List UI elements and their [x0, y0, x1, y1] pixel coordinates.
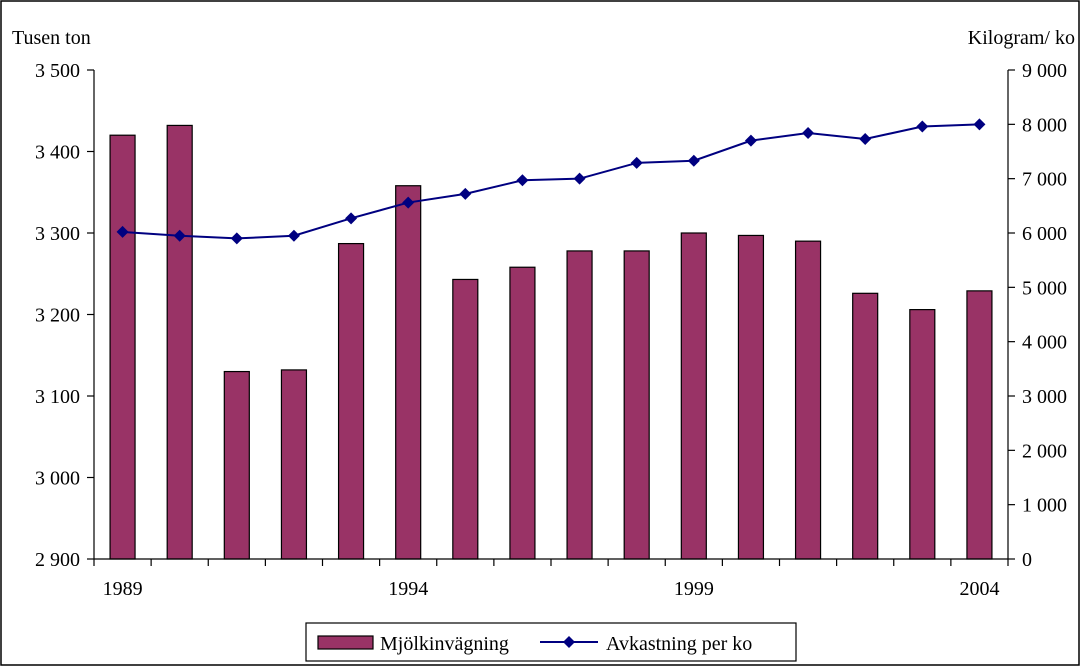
line-avkastning [122, 123, 980, 240]
point-1993 [345, 212, 358, 225]
bar-1991 [223, 370, 250, 560]
bar-1989 [109, 134, 136, 560]
bar-2002 [852, 292, 879, 560]
point-1999 [687, 154, 700, 167]
point-1991 [230, 232, 243, 245]
y-right-tick-label: 5 000 [1022, 277, 1067, 299]
y-right-axis-label: Kilogram/ ko [968, 27, 1075, 49]
point-1997 [573, 172, 586, 185]
bar-2000 [737, 234, 765, 560]
legend-marker [563, 636, 575, 648]
y-left-tick-label: 3 200 [35, 305, 80, 327]
y-right-tick-label: 9 000 [1022, 60, 1067, 82]
bar-2003 [909, 309, 936, 560]
bar-2001 [794, 240, 822, 560]
point-1996 [516, 174, 529, 187]
y-right-tick-label: 0 [1022, 549, 1032, 571]
y-right-tick-label: 3 000 [1022, 386, 1067, 408]
bar-1995 [452, 278, 479, 560]
legend: Mjölkinvägning Avkastning per ko [305, 622, 797, 662]
point-1990 [173, 229, 186, 242]
line-series [116, 118, 986, 245]
bar-1990 [166, 124, 193, 560]
bar-2004 [966, 290, 993, 560]
y-right-tick-label: 6 000 [1022, 223, 1067, 245]
bar-series [109, 124, 993, 560]
x-tick-label: 1999 [674, 578, 714, 600]
point-1994 [402, 196, 415, 209]
y-left-tick-label: 2 900 [35, 549, 80, 571]
y-right-tick-label: 1 000 [1022, 495, 1067, 517]
point-1989 [116, 225, 129, 238]
bar-1994 [395, 185, 422, 560]
y-right-tick-label: 7 000 [1022, 169, 1067, 191]
bar-1998 [623, 250, 650, 560]
legend-label-bar: Mjölkinvägning [380, 633, 509, 655]
axes: 2 900 3 000 3 100 3 200 3 300 3 400 3 500 0 1 00… [35, 60, 1067, 600]
point-1998 [630, 156, 643, 169]
bar-1993 [337, 242, 365, 560]
point-2002 [859, 133, 872, 146]
y-right-tick-label: 2 000 [1022, 440, 1067, 462]
x-tick-label: 1989 [103, 578, 143, 600]
bar-1999 [680, 232, 707, 560]
bar-1992 [280, 369, 308, 560]
point-2003 [916, 120, 929, 133]
point-1992 [287, 229, 300, 242]
point-2001 [802, 127, 815, 140]
legend-swatch-bar [317, 635, 374, 650]
y-right-tick-label: 8 000 [1022, 114, 1067, 136]
y-left-tick-label: 3 400 [35, 142, 80, 164]
y-left-tick-label: 3 300 [35, 223, 80, 245]
legend-label-line: Avkastning per ko [606, 633, 752, 655]
y-left-tick-label: 3 000 [35, 468, 80, 490]
y-left-tick-label: 3 500 [35, 60, 80, 82]
bar-1996 [509, 266, 536, 560]
x-tick-label: 1994 [388, 578, 428, 600]
bar-1997 [566, 250, 593, 560]
point-2004 [973, 118, 986, 131]
y-right-tick-label: 4 000 [1022, 332, 1067, 354]
point-2000 [744, 134, 757, 147]
point-1995 [459, 187, 472, 200]
x-tick-label: 2004 [959, 578, 999, 600]
y-left-tick-label: 3 100 [35, 386, 80, 408]
y-left-axis-label: Tusen ton [12, 27, 91, 49]
